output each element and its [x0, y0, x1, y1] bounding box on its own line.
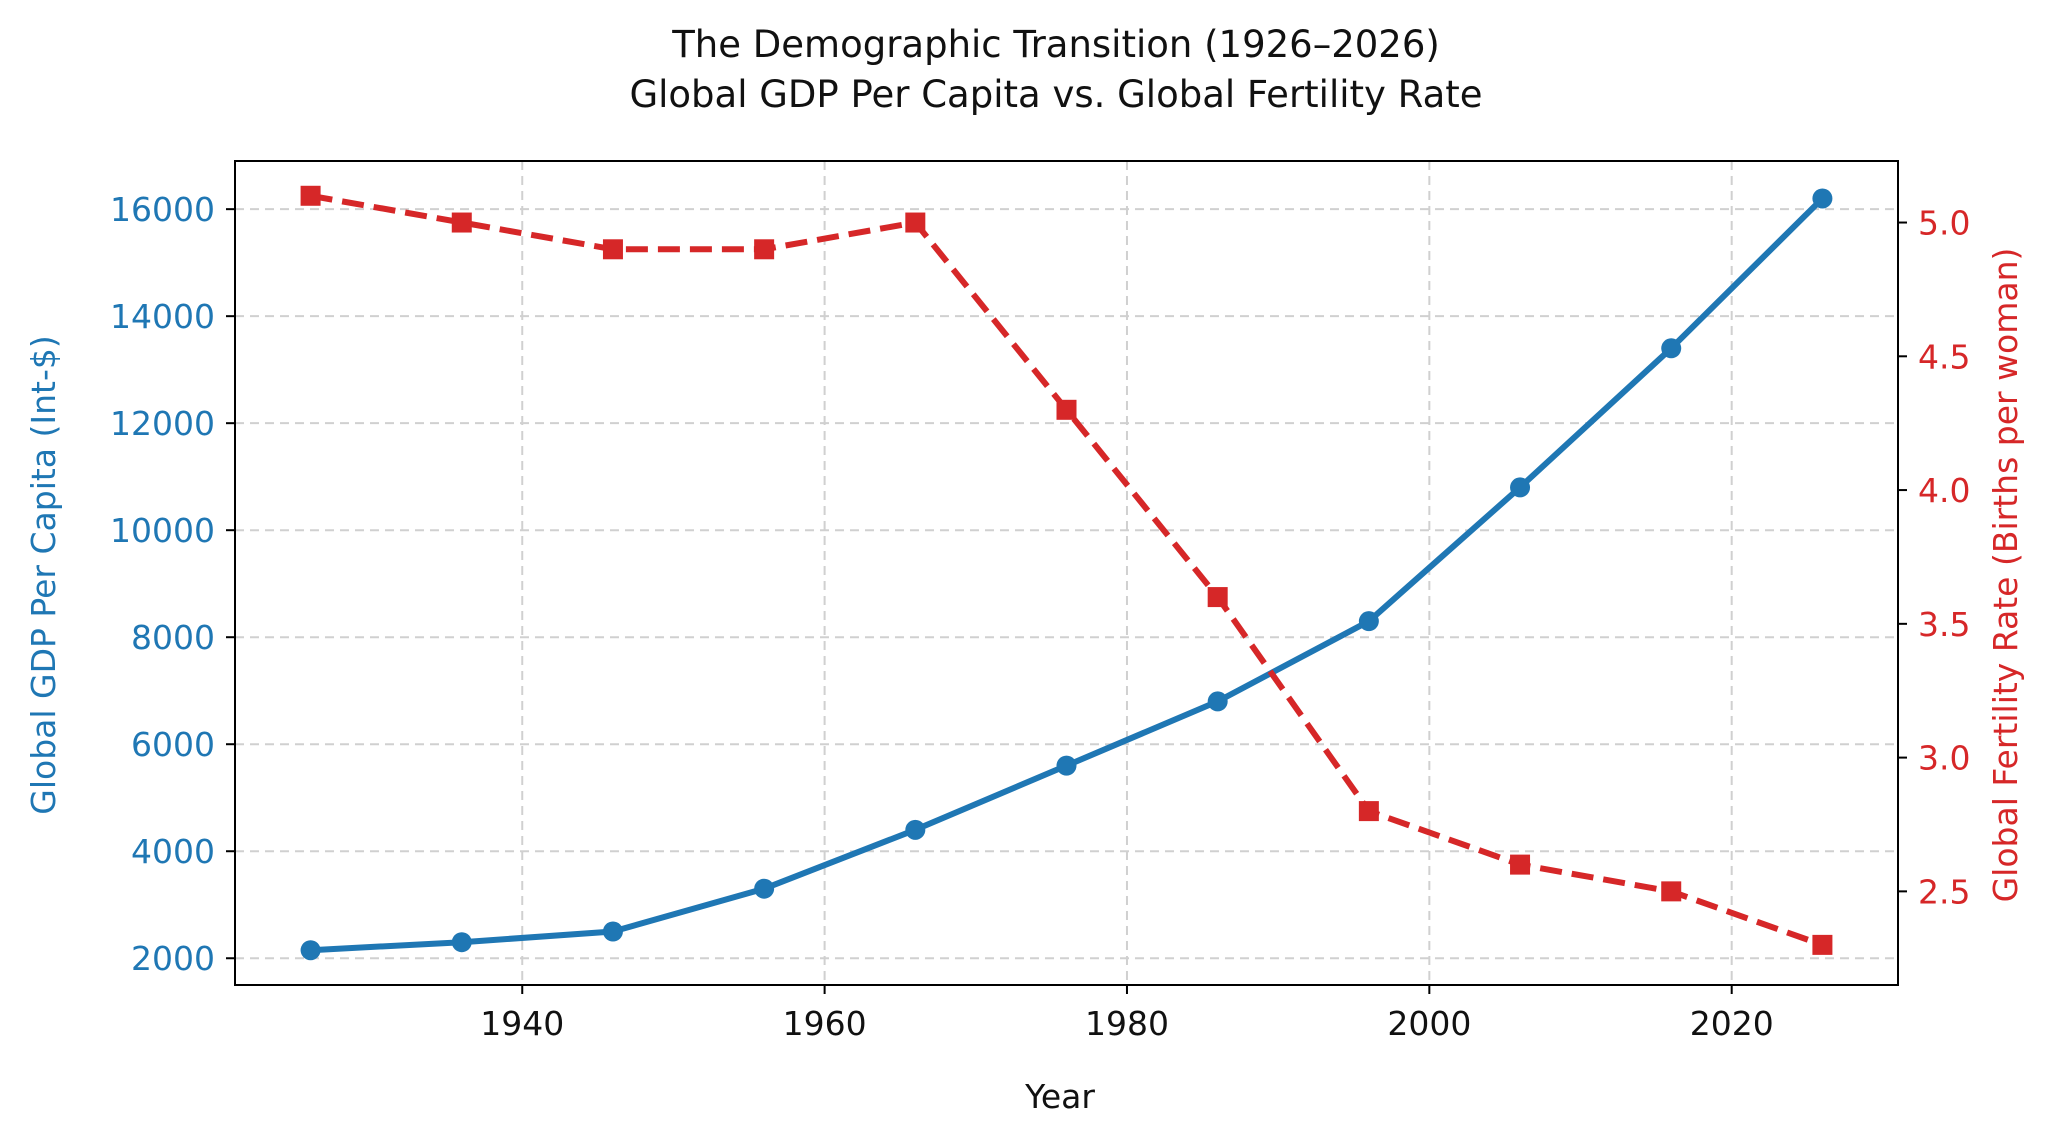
left-y-tick-label: 12000: [110, 404, 215, 443]
x-tick-label: 1980: [1085, 1004, 1169, 1043]
x-tick-label: 1940: [480, 1004, 564, 1043]
left-y-axis-label: Global GDP Per Capita (Int-$): [24, 335, 63, 814]
gdp-series: [300, 188, 1833, 961]
right-y-tick-label: 2.5: [1918, 872, 1970, 911]
gdp-point: [1812, 188, 1833, 209]
fertility-point: [905, 212, 926, 233]
left-y-tick-label: 4000: [131, 832, 215, 871]
gdp-point: [602, 921, 623, 942]
fertility-point: [1661, 881, 1682, 902]
fertility-point: [1358, 801, 1379, 822]
gdp-point: [300, 940, 321, 961]
gdp-point: [1358, 611, 1379, 632]
x-tick-label: 2000: [1387, 1004, 1471, 1043]
gdp-point: [1510, 477, 1531, 498]
left-y-tick-label: 14000: [110, 297, 215, 336]
fertility-point: [1812, 934, 1833, 955]
fertility-point: [1056, 399, 1077, 420]
x-axis-label: Year: [1024, 1077, 1095, 1116]
fertility-point: [754, 239, 775, 260]
x-axis-ticks: 1940 1960 1980 2000 2020: [480, 985, 1774, 1043]
left-y-tick-label: 10000: [110, 511, 215, 550]
right-y-tick-label: 4.5: [1918, 337, 1970, 376]
fertility-point: [1510, 854, 1531, 875]
left-y-tick-label: 8000: [131, 618, 215, 657]
left-y-tick-label: 6000: [131, 725, 215, 764]
gdp-point: [754, 878, 775, 899]
series-layer: [300, 185, 1833, 961]
right-y-tick-label: 3.0: [1918, 739, 1970, 778]
gdp-point: [451, 932, 472, 953]
gdp-point: [1661, 338, 1682, 359]
x-tick-label: 2020: [1690, 1004, 1774, 1043]
gdp-point: [905, 819, 926, 840]
left-y-tick-label: 16000: [110, 190, 215, 229]
grid-lines: [235, 161, 1898, 985]
gdp-point: [1056, 755, 1077, 776]
plot-frame: [234, 160, 1899, 986]
chart-title: The Demographic Transition (1926–2026): [671, 23, 1440, 66]
right-y-tick-label: 4.0: [1918, 471, 1970, 510]
x-tick-label: 1960: [783, 1004, 867, 1043]
right-y-axis-ticks: 2.5 3.0 3.5 4.0 4.5 5.0: [1898, 204, 1970, 911]
fertility-series: [300, 185, 1833, 955]
fertility-point: [300, 185, 321, 206]
gdp-point: [1207, 691, 1228, 712]
chart-subtitle: Global GDP Per Capita vs. Global Fertili…: [629, 73, 1482, 116]
left-y-tick-label: 2000: [131, 939, 215, 978]
right-y-tick-label: 3.5: [1918, 605, 1970, 644]
left-y-axis-ticks: 2000 4000 6000 8000 10000 12000 14000 16000: [110, 190, 235, 978]
fertility-point: [1207, 587, 1228, 608]
fertility-point: [451, 212, 472, 233]
right-y-axis-label: Global Fertility Rate (Births per woman): [1986, 248, 2025, 903]
right-y-tick-label: 5.0: [1918, 204, 1970, 243]
fertility-point: [602, 239, 623, 260]
